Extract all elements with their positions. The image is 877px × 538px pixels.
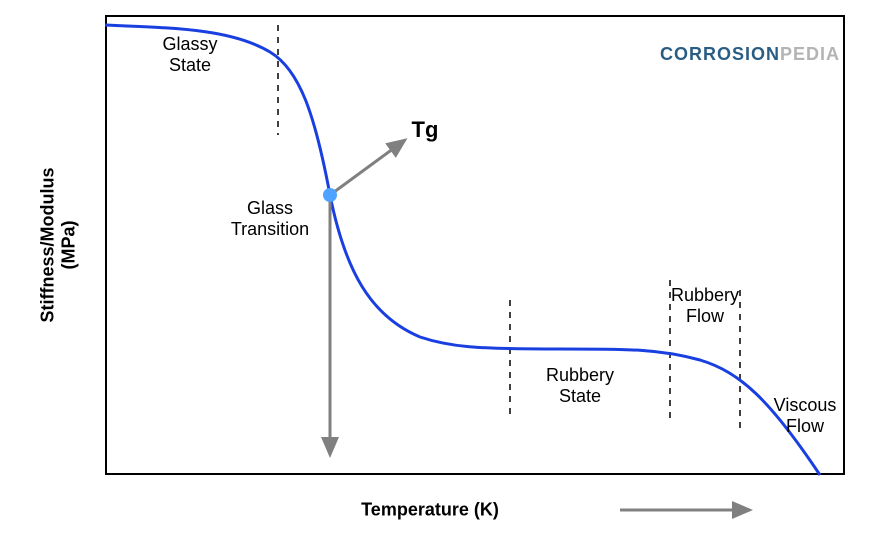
tg-label: Tg <box>412 117 439 143</box>
brand-part-a: CORROSION <box>660 44 780 64</box>
tg-marker-group <box>323 140 405 455</box>
chart-svg <box>0 0 877 538</box>
region-label-0: Glassy State <box>162 34 217 75</box>
region-dividers <box>278 25 740 430</box>
region-label-3: Rubbery Flow <box>671 285 739 326</box>
tg-arrow-label <box>330 140 405 195</box>
brand-part-b: PEDIA <box>780 44 840 64</box>
modulus-curve <box>105 25 820 475</box>
brand-logo: CORROSIONPEDIA <box>660 44 840 65</box>
canvas: Stiffness/Modulus (MPa) Temperature (K) … <box>0 0 877 538</box>
tg-dot <box>323 188 337 202</box>
region-label-1: Glass Transition <box>231 198 309 239</box>
y-axis-label: Stiffness/Modulus (MPa) <box>37 167 78 322</box>
x-axis-label: Temperature (K) <box>361 500 499 521</box>
region-label-2: Rubbery State <box>546 365 614 406</box>
region-label-4: Viscous Flow <box>774 395 837 436</box>
